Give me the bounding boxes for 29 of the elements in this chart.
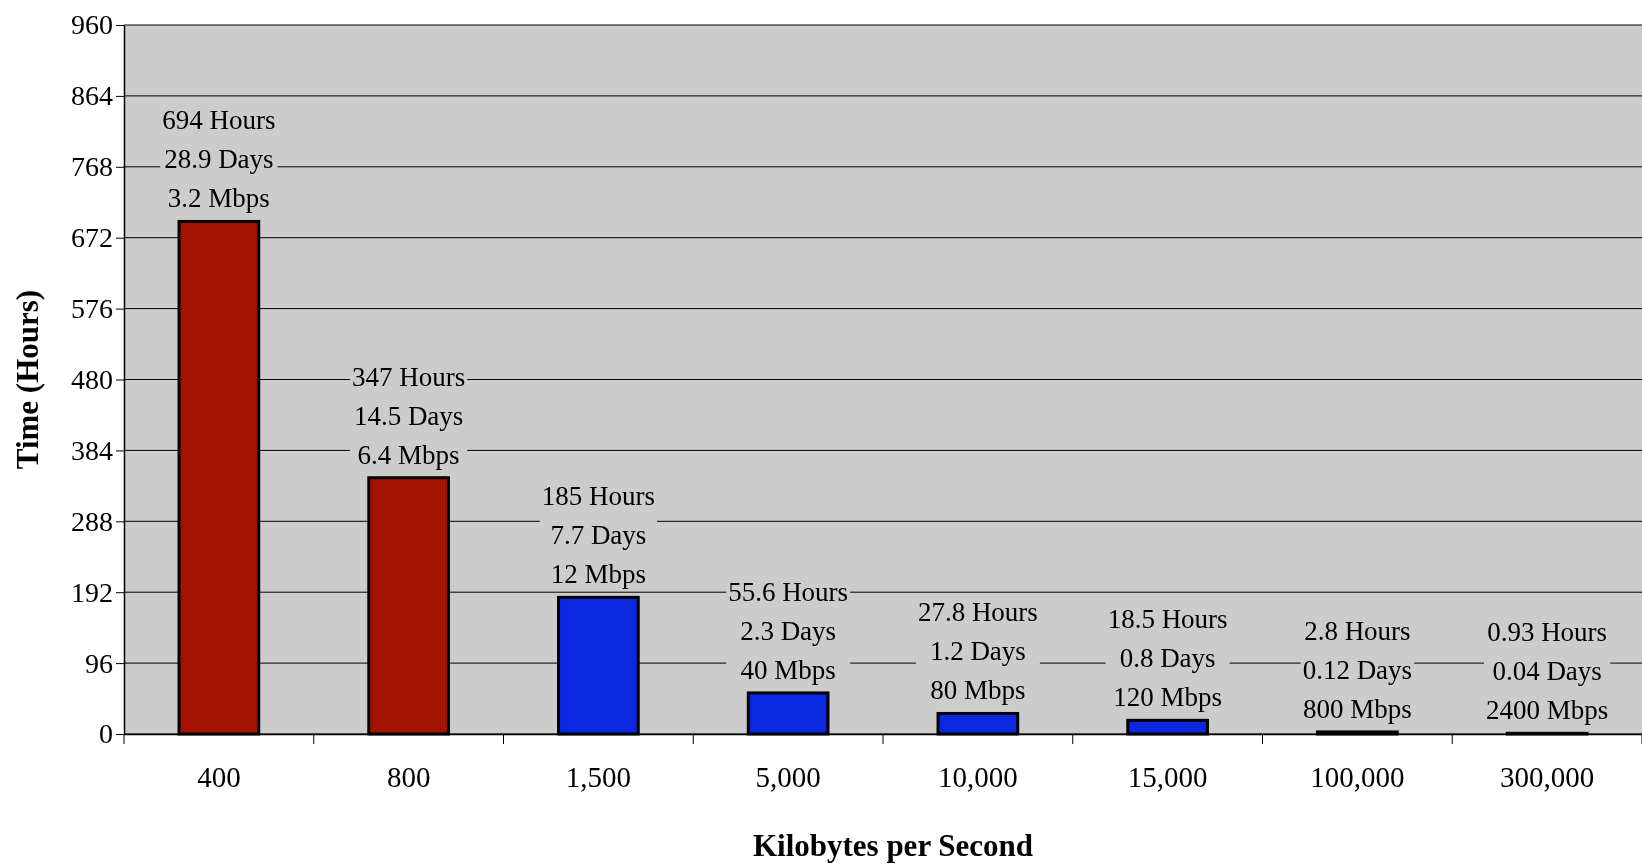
y-tick-label: 96 [85,647,113,679]
data-label: 0.93 Hours 0.04 Days 2400 Mbps [1485,617,1609,726]
y-tick-label: 480 [71,363,113,395]
data-label: 18.5 Hours 0.8 Days 120 Mbps [1107,604,1228,713]
y-tick-label: 768 [71,151,113,183]
x-tick-label: 5,000 [755,760,821,793]
x-tick-label: 800 [386,760,431,793]
y-tick-label: 672 [71,222,113,254]
x-tick-label: 300,000 [1500,760,1595,793]
y-tick-label: 192 [71,576,113,608]
y-tick-label: 0 [99,718,113,750]
x-tick-label: 15,000 [1127,760,1208,793]
y-axis-title: Time (Hours) [10,289,45,470]
y-tick-label: 864 [71,80,113,112]
x-tick-label: 400 [197,760,241,793]
x-tick-label: 1,500 [565,760,631,793]
data-label: 185 Hours 7.7 Days 12 Mbps [541,481,655,590]
data-label: 55.6 Hours 2.3 Days 40 Mbps [728,576,849,685]
x-axis-title: Kilobytes per Second [752,828,1034,863]
data-label: 347 Hours 14.5 Days 6.4 Mbps [352,361,466,470]
y-tick-label: 288 [71,505,113,537]
y-tick-label: 384 [71,434,113,466]
x-tick-label: 100,000 [1310,760,1405,793]
data-label: 694 Hours 28.9 Days 3.2 Mbps [162,105,276,214]
data-label: 27.8 Hours 1.2 Days 80 Mbps [917,597,1038,706]
x-tick-label: 10,000 [938,760,1018,793]
y-tick-label: 576 [71,293,113,325]
y-tick-label: 960 [71,9,113,41]
data-label: 2.8 Hours 0.12 Days 800 Mbps [1302,615,1413,724]
